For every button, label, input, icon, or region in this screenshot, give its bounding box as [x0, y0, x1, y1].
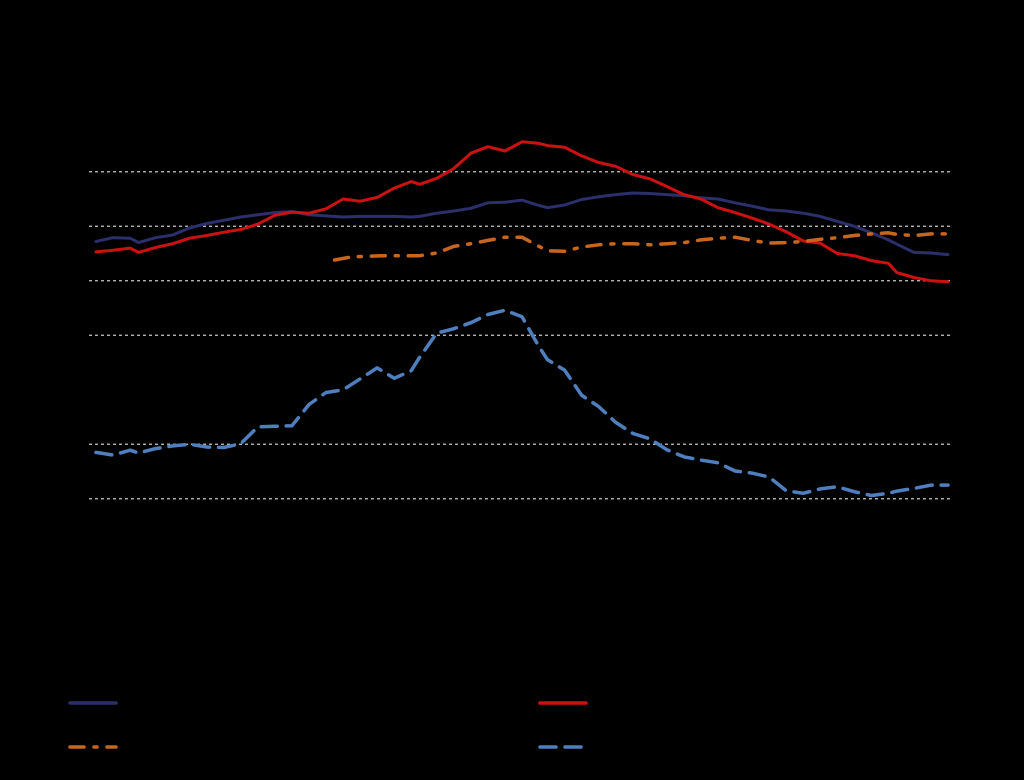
series-lines: [94, 140, 950, 498]
series-line-4: [94, 308, 950, 498]
series-line-1: [94, 191, 950, 257]
legend: [68, 701, 588, 749]
series-line-3: [332, 231, 950, 262]
series-line-2: [94, 140, 950, 284]
